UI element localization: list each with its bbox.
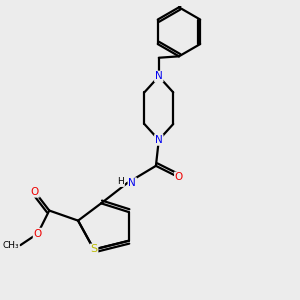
Text: N: N — [155, 135, 163, 145]
Text: N: N — [155, 71, 163, 82]
Text: O: O — [31, 187, 39, 197]
Text: N: N — [128, 178, 136, 188]
Text: S: S — [90, 244, 98, 254]
Text: H: H — [117, 177, 124, 186]
Text: O: O — [175, 172, 183, 182]
Text: CH₃: CH₃ — [2, 241, 19, 250]
Text: O: O — [34, 229, 42, 238]
